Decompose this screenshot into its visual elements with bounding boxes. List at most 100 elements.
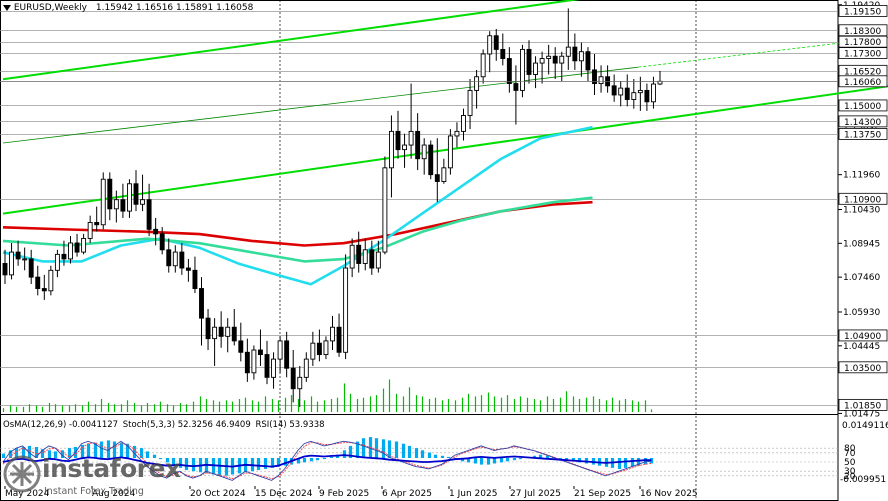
level-label-text: 1.17800: [844, 38, 881, 48]
candle: [382, 156, 388, 255]
price-tick-label: 1.07460: [843, 273, 880, 283]
level-label-text: 1.10900: [844, 195, 881, 205]
candle: [316, 329, 322, 362]
candle-body-bear: [199, 288, 204, 319]
time-tick-label: 16 Nov 2025: [640, 489, 698, 499]
time-tick-label: Aug 2024: [92, 489, 136, 499]
candle-body-bull: [48, 269, 54, 292]
candle-body-bull: [565, 46, 571, 57]
indicator-header: OsMA(12,26,9) -0.0041127 Stoch(5,3,3) 52…: [3, 420, 325, 430]
rsi-line: [2, 454, 652, 468]
level-lines: [0, 11, 838, 406]
time-tick-label: May 2024: [5, 489, 50, 499]
candle-body-bull: [113, 199, 119, 210]
level-label-box: [838, 192, 888, 205]
candle-body-bull: [637, 89, 643, 94]
candle: [546, 44, 552, 75]
candle: [153, 217, 159, 246]
price-tick-label: 1.08945: [843, 239, 880, 249]
price-axis: 1.194201.139451.119601.104301.089451.074…: [838, 1, 880, 419]
level-label-text: 1.16520: [844, 67, 881, 77]
candle: [343, 254, 349, 360]
candle: [330, 315, 335, 351]
candle: [415, 113, 421, 171]
candle-body-bear: [572, 46, 578, 62]
instaforex-brand: instaforex: [42, 454, 181, 483]
candle: [146, 183, 152, 237]
candle-body-bear: [133, 183, 139, 205]
candle-body-bear: [205, 317, 211, 340]
candle: [447, 129, 453, 175]
candle-body-bear: [644, 89, 650, 103]
price-tick-label: 1.04445: [843, 342, 880, 352]
candle-body-bull: [533, 62, 538, 75]
candle-body-bear: [290, 367, 296, 390]
candle: [651, 76, 656, 109]
instaforex-logo-icon: [3, 455, 41, 493]
candle-body-bull: [100, 178, 106, 226]
candle-body-bull: [461, 115, 466, 132]
level-label-box: [838, 361, 888, 374]
osma-min-label: -0.009951: [840, 475, 886, 485]
candle-body-bull: [520, 48, 525, 91]
level-label-box: [838, 99, 888, 112]
candle: [467, 79, 473, 130]
candle: [631, 79, 637, 109]
candle-body-bear: [513, 83, 519, 91]
candle-body-bull: [487, 35, 493, 55]
candle: [68, 236, 73, 264]
candle-body-bull: [225, 326, 231, 337]
candle-body-bull: [349, 244, 355, 269]
candle: [493, 28, 499, 61]
time-tick-label: 6 Apr 2025: [382, 489, 432, 499]
candle-body-bear: [238, 340, 244, 353]
level-label-text: 1.13750: [844, 130, 881, 140]
candle-body-bear: [15, 251, 21, 260]
time-tick-label: 1 Jun 2025: [449, 489, 497, 499]
candle: [402, 133, 407, 168]
candle-body-bull: [271, 358, 276, 378]
candle-body-bull: [467, 89, 473, 116]
candle-body-bull: [559, 55, 565, 64]
candle-body-bear: [493, 35, 499, 50]
collapse-triangle-icon[interactable]: [3, 4, 11, 11]
candle: [199, 277, 204, 346]
candle: [192, 256, 198, 294]
candle: [238, 322, 244, 362]
candle: [81, 233, 87, 255]
candle: [598, 65, 604, 93]
candle: [539, 51, 545, 84]
candle: [461, 108, 466, 141]
candle-body-bull: [382, 167, 388, 253]
candle-body-bear: [500, 48, 506, 59]
candle: [644, 83, 650, 111]
candle-body-bull: [277, 340, 283, 360]
level-label-text: 1.19150: [844, 7, 881, 17]
candle: [618, 81, 624, 107]
moving-average-line: [2, 196, 593, 263]
candle-body-bear: [94, 222, 100, 226]
candle: [297, 365, 303, 407]
candle-body-bear: [316, 342, 322, 356]
candle-body-bear: [258, 349, 263, 356]
candle-body-bear: [552, 55, 558, 64]
price-tick-label: 1.01475: [843, 409, 880, 419]
candle: [303, 352, 309, 382]
candle-body-bear: [61, 253, 67, 260]
candle-body-bull: [618, 87, 624, 96]
candle: [231, 309, 237, 346]
level-label-box: [838, 47, 888, 59]
ohlc-values: 1.15942 1.16516 1.15891 1.16058: [95, 3, 254, 13]
candle: [526, 40, 532, 84]
candle: [133, 170, 139, 212]
level-label-text: 1.01850: [844, 401, 881, 411]
candle-body-bear: [428, 144, 434, 176]
level-label-text: 1.18300: [844, 27, 881, 37]
candle-body-bear: [336, 326, 342, 353]
time-tick-label: 21 Sep 2025: [574, 489, 631, 499]
candle: [578, 42, 584, 77]
candle: [611, 74, 617, 102]
